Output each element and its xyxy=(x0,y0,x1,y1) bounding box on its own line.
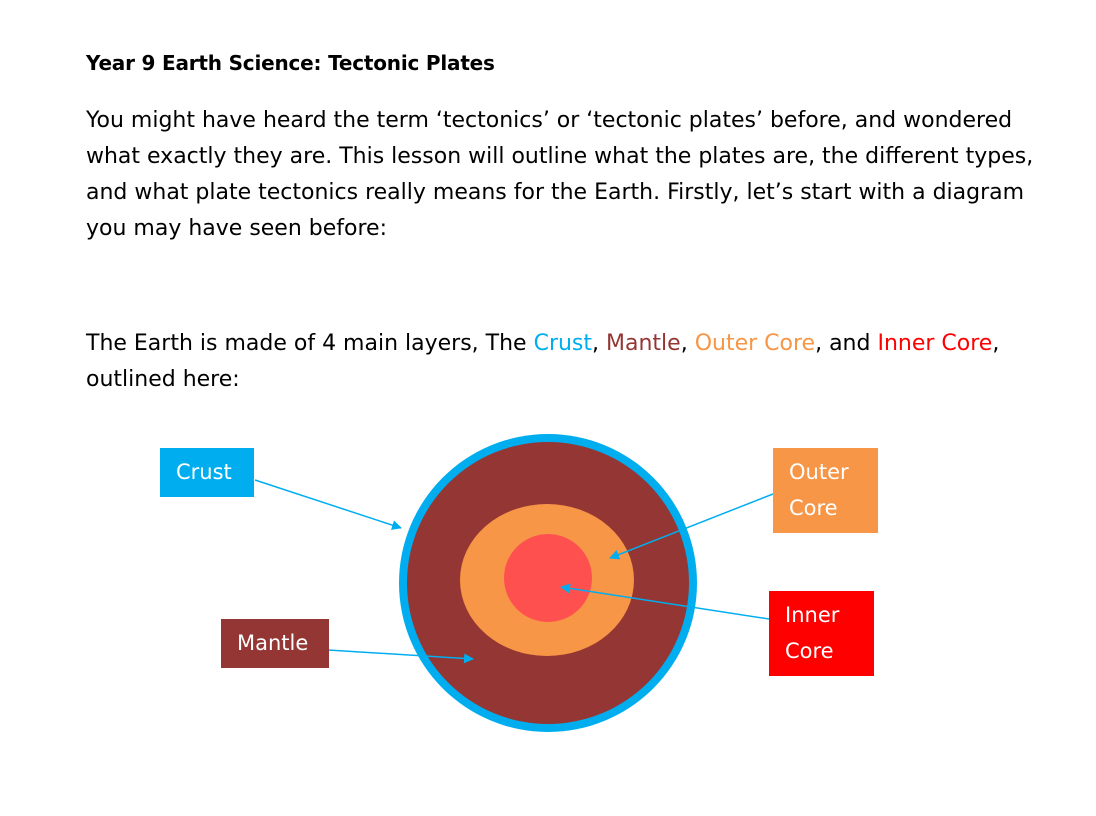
document-title: Year 9 Earth Science: Tectonic Plates xyxy=(86,51,495,75)
outer-core-arrow xyxy=(609,493,774,560)
inner-core-arrow xyxy=(560,583,770,620)
crust-label: Crust xyxy=(176,460,232,484)
layers-suffix: , outlined here: xyxy=(86,331,1000,392)
inner-core-label-line-2: Core xyxy=(785,639,834,663)
crust-word: Crust xyxy=(533,331,593,356)
mantle-label-box: Mantle xyxy=(221,619,329,668)
inner-core-word: Inner Core xyxy=(877,331,993,356)
inner-core-label-line-1: Inner xyxy=(785,603,840,627)
outer-core-label-box: Outer Core xyxy=(773,448,878,533)
inner-core-label-box: Inner Core xyxy=(769,591,874,676)
outer-core-label-line-2: Core xyxy=(789,496,838,520)
mantle-arrow xyxy=(327,649,474,664)
layers-sep-2: , xyxy=(680,331,695,356)
crust-arrow xyxy=(254,479,402,530)
outer-core-word: Outer Core xyxy=(694,331,816,356)
layers-sentence: The Earth is made of 4 main layers, The … xyxy=(86,326,1046,398)
outer-core-label-line-1: Outer xyxy=(789,460,849,484)
intro-paragraph: You might have heard the term ‘tectonics… xyxy=(86,108,1034,241)
layers-sep-3: , and xyxy=(815,331,878,356)
layers-sep-1: , xyxy=(592,331,607,356)
mantle-label: Mantle xyxy=(237,631,309,655)
mantle-word: Mantle xyxy=(606,331,681,356)
crust-label-box: Crust xyxy=(160,448,254,497)
inner-core-layer xyxy=(504,534,592,622)
layers-prefix: The Earth is made of 4 main layers, The xyxy=(86,331,534,356)
